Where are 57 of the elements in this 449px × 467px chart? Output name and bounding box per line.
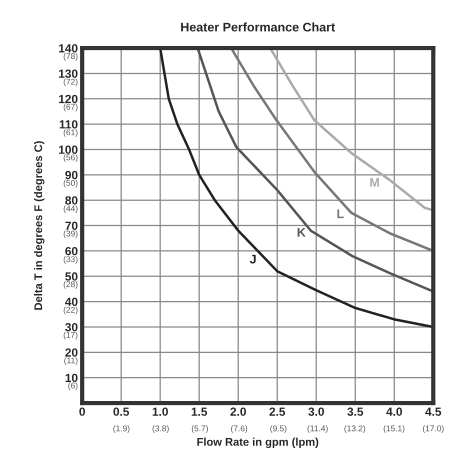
- x2-tick-label: (7.6): [231, 425, 248, 434]
- x2-tick-label: (11.4): [308, 425, 328, 434]
- y2-tick-label: (50): [64, 180, 78, 188]
- y2-tick-label: (67): [64, 104, 78, 112]
- y2-tick-label: (56): [64, 154, 78, 162]
- y2-tick-label: (17): [64, 332, 78, 340]
- y2-tick-label: (33): [64, 256, 78, 264]
- y-tick-label: 130: [59, 69, 78, 78]
- y2-tick-label: (28): [64, 281, 78, 289]
- y2-tick-label: (72): [64, 78, 78, 86]
- y-tick-label: 10: [66, 374, 78, 382]
- y-tick-label: 100: [59, 146, 78, 154]
- line-series: [196, 48, 434, 293]
- y-tick-label: 90: [65, 170, 78, 180]
- x-tick-label: 2.5: [269, 408, 286, 416]
- y2-tick-label: (44): [64, 205, 78, 214]
- series-label: K: [298, 228, 306, 237]
- y-tick-label: 60: [65, 246, 78, 256]
- x-tick-label: 4.5: [425, 408, 442, 416]
- y-tick-label: 140: [59, 44, 78, 52]
- y-tick-label: 20: [65, 348, 78, 357]
- y-tick-label: 70: [65, 222, 78, 230]
- x-tick-label: 4.0: [386, 408, 402, 416]
- x2-tick-label: (9.5): [270, 425, 286, 434]
- series-label: L: [337, 209, 344, 218]
- x-tick-label: 3.0: [308, 408, 324, 416]
- x2-tick-label: (13.2): [344, 425, 366, 434]
- series-label: J: [250, 254, 256, 264]
- y2-tick-label: (6): [68, 382, 78, 390]
- chart-title: Heater Performance Chart: [181, 22, 336, 32]
- x-tick-label: 3.5: [347, 408, 364, 416]
- y-tick-label: 110: [60, 120, 78, 129]
- y2-tick-label: (61): [64, 129, 78, 137]
- y2-tick-label: (22): [64, 306, 78, 314]
- x-tick-label: 1.5: [192, 408, 208, 416]
- line-series: [158, 48, 434, 328]
- series-label: M: [370, 178, 379, 187]
- x-tick-label: 0.5: [113, 408, 130, 416]
- y-tick-label: 50: [65, 272, 78, 281]
- y-tick-label: 30: [65, 323, 78, 332]
- x2-tick-label: (17.0): [422, 425, 444, 434]
- line-series: [230, 48, 434, 252]
- y-tick-label: 40: [65, 298, 78, 306]
- x2-tick-label: (1.9): [113, 425, 130, 434]
- y-tick-label: 120: [59, 94, 78, 104]
- x2-tick-label: (3.8): [152, 425, 169, 434]
- y-tick-label: 80: [65, 196, 78, 205]
- x-axis-title: Flow Rate in gpm (lpm): [197, 438, 318, 448]
- x-tick-label: 2.0: [230, 408, 246, 416]
- y2-tick-label: (11): [64, 357, 78, 366]
- y2-tick-label: (39): [64, 230, 78, 238]
- y-axis-title: Delta T in degrees F (degrees C): [34, 141, 44, 310]
- x-tick-label: 1.0: [152, 408, 168, 416]
- y2-tick-label: (78): [64, 52, 78, 61]
- x2-tick-label: (5.7): [192, 425, 208, 434]
- x-tick-label: 0: [79, 408, 85, 416]
- x2-tick-label: (15.1): [384, 425, 404, 434]
